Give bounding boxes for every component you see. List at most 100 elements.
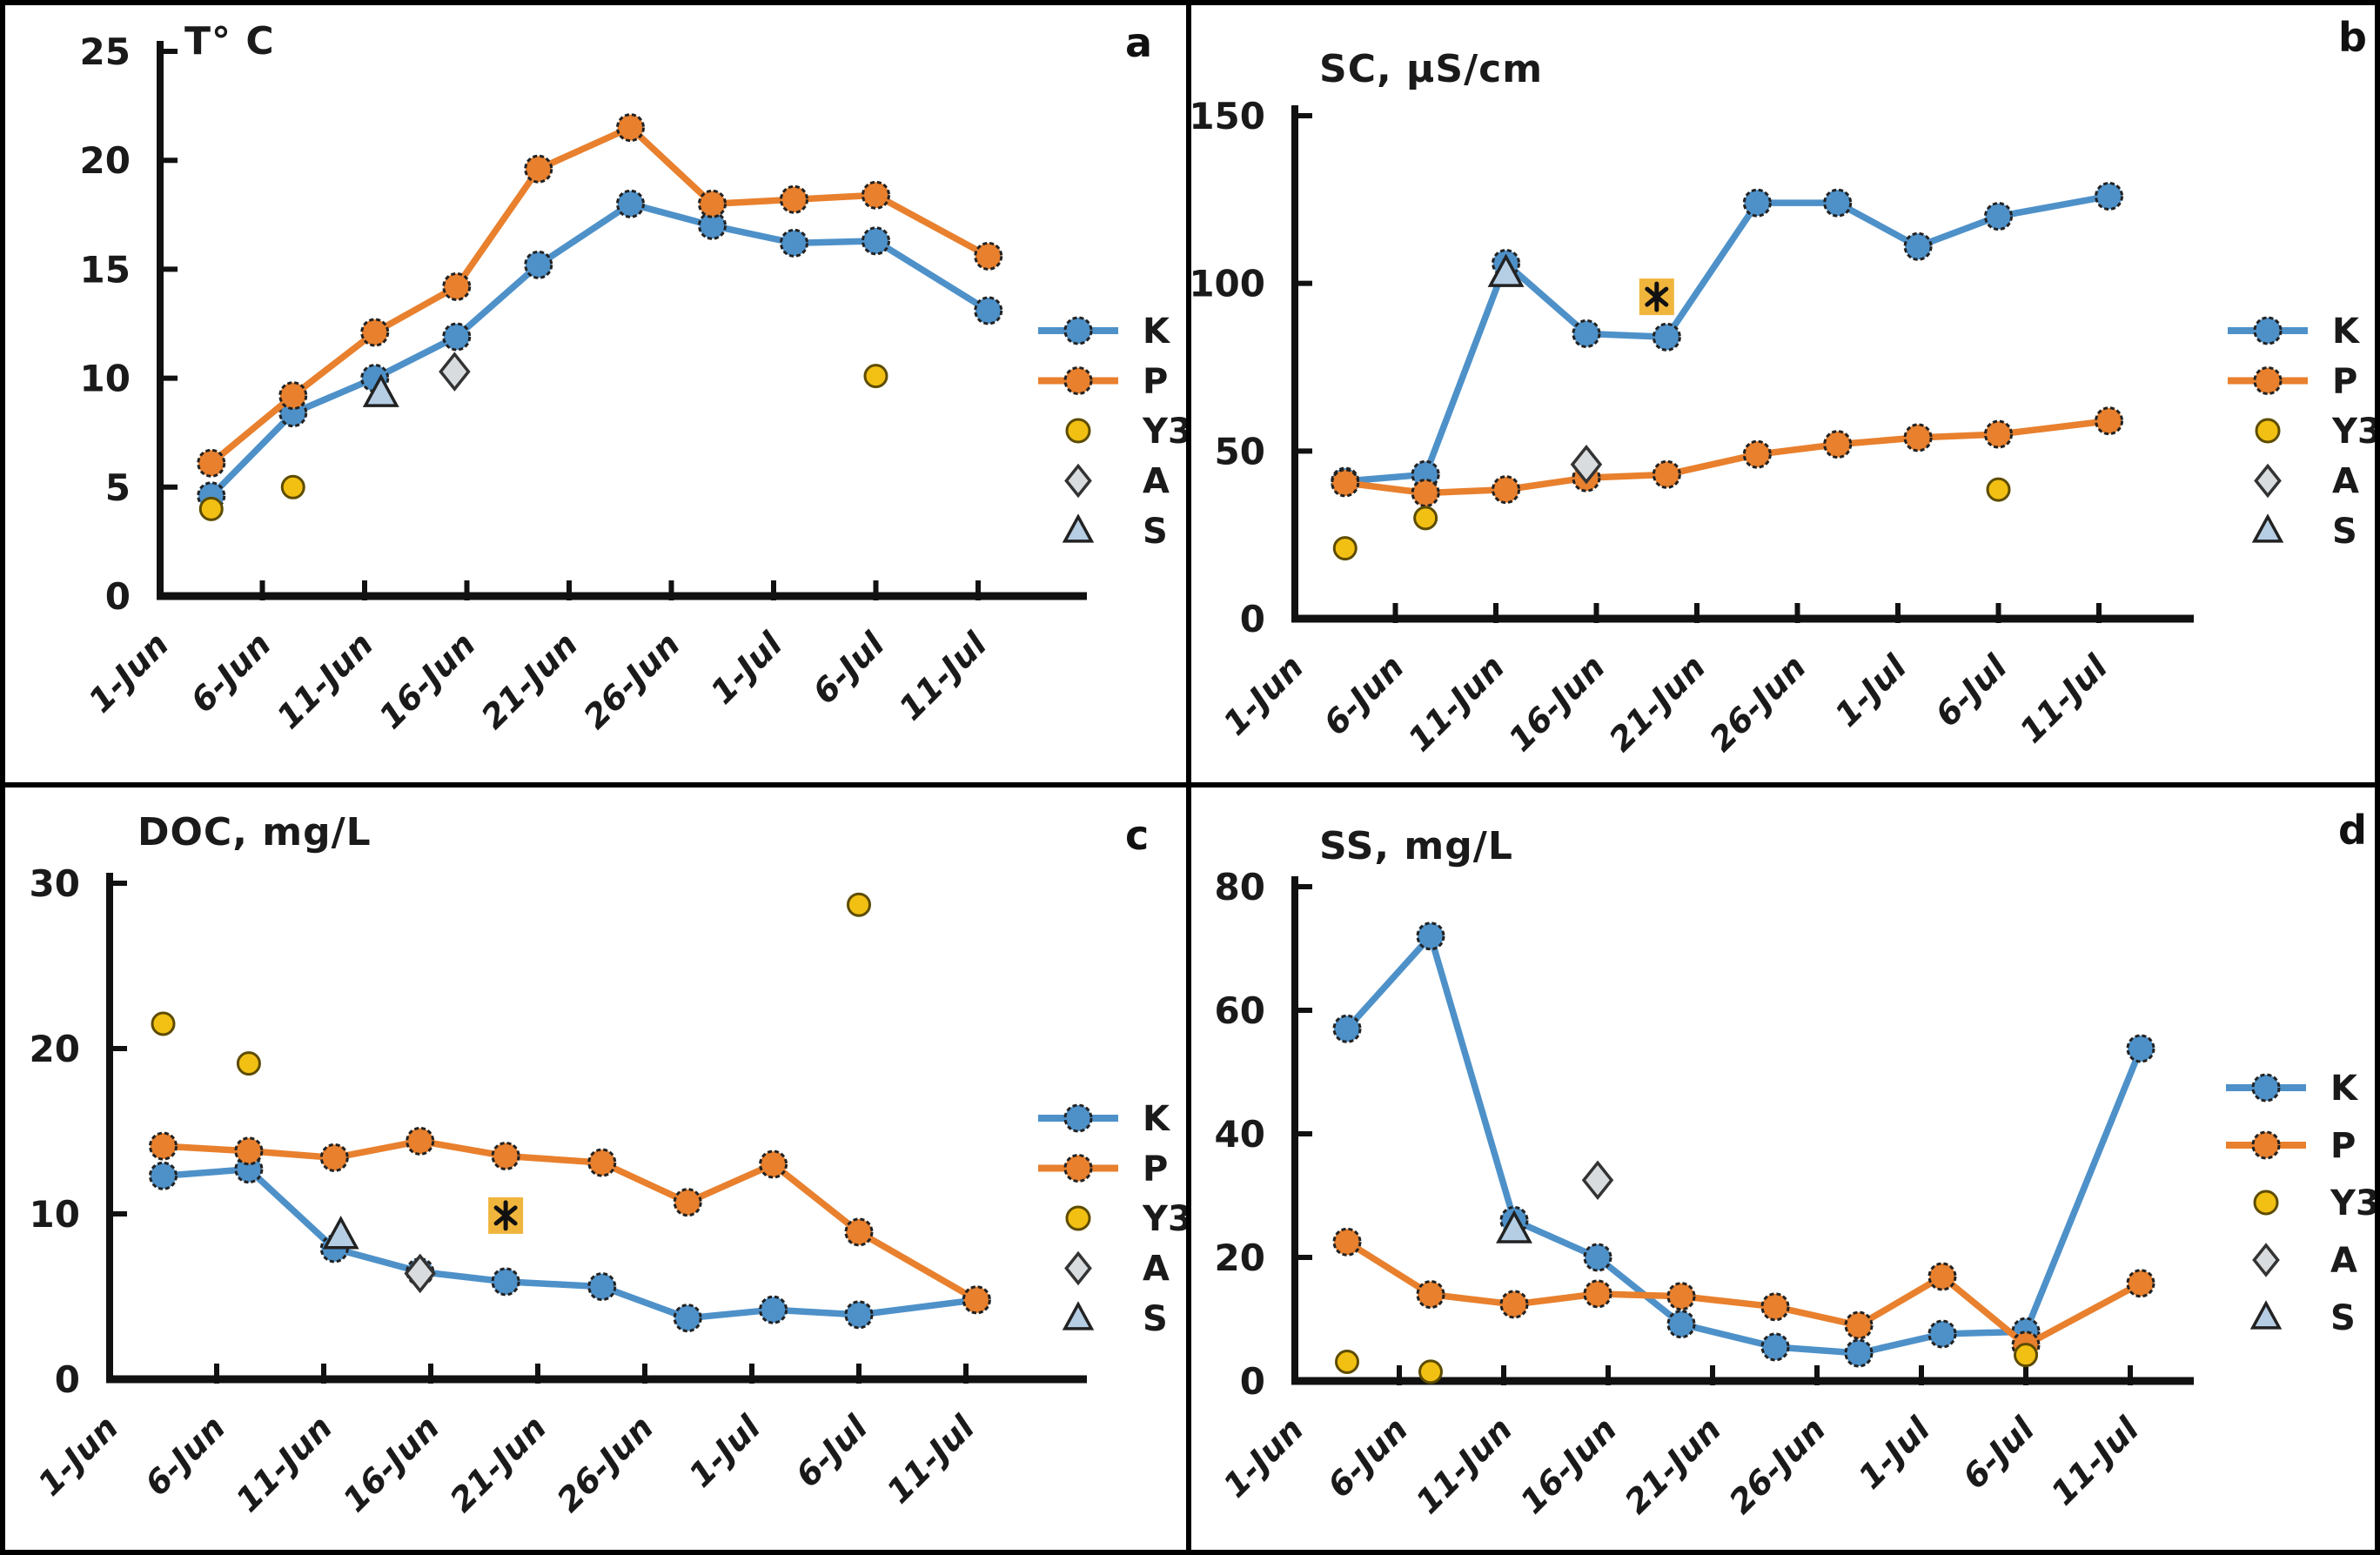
k-marker: [698, 211, 727, 240]
legend-entry-s: S: [2249, 1298, 2356, 1338]
x-axis-tick-label: 21-Jun: [473, 625, 585, 736]
x-axis-tick-label: 26-Jun: [549, 1408, 660, 1519]
y3-marker: [2014, 1343, 2038, 1368]
s-triangle-marker: [1487, 253, 1525, 287]
k-marker: [1742, 188, 1772, 218]
p-marker: [1927, 1262, 1957, 1291]
y3-marker: [236, 1051, 261, 1076]
k-marker: [1416, 922, 1445, 951]
asterisk-stroke: [493, 1205, 518, 1226]
legend-entry-k: K: [1038, 1099, 1171, 1139]
x-axis-tick-label: 6-Jun: [1317, 647, 1411, 742]
p-marker: [780, 184, 808, 214]
k-marker: [759, 1295, 788, 1324]
panel-b: 0 50 100 150 1-Jun 6-Jun 11-Jun 16-Jun 21-Jun 26-…: [1191, 5, 2375, 788]
panel-c-letter: c: [1125, 812, 1150, 859]
legend-label: A: [2330, 1241, 2357, 1281]
k-series-line: [1344, 192, 2110, 485]
legend-marker: [2253, 316, 2283, 345]
panel-c-content: 0 10 20 30 1-Jun 6-Jun11-Jun16-Jun21-Jun26-Ju…: [30, 862, 1186, 1519]
x-axis-tick-label: 11-Jul: [2012, 647, 2115, 751]
x-axis-tick-label: 1-Jul: [703, 625, 790, 712]
a-diamond-marker: [1581, 1160, 1614, 1201]
k-marker: [673, 1304, 702, 1333]
y3-marker: [198, 496, 224, 521]
k-marker: [1572, 318, 1601, 348]
p-marker: [2095, 406, 2124, 436]
legend-label: Y3: [1142, 412, 1186, 452]
s-triangle-marker: [362, 373, 399, 407]
p-marker: [197, 448, 226, 478]
panel-d-content: 0 20 40 60 80 1-Jun 6-Jun11-Jun16-Jun21-Jun26-…: [1215, 866, 2375, 1521]
panel-b-legend: KP Y3 AS: [2228, 312, 2375, 552]
x-axis-tick-label: 11-Jun: [228, 1408, 339, 1519]
legend-a-diamond: [1064, 463, 1092, 499]
k-marker: [1903, 231, 1933, 261]
p-marker: [616, 113, 645, 143]
legend-entry-s: S: [2251, 512, 2357, 552]
legend-label: A: [1143, 462, 1170, 502]
panel-d-title: SS, mg/L: [1319, 824, 1513, 868]
legend-entry-a: A: [1064, 462, 1170, 502]
k-marker: [1823, 188, 1853, 218]
panel-c-legend: KP Y3 AS: [1038, 1099, 1186, 1339]
k-marker: [1844, 1338, 1874, 1368]
y-axis-tick-label: 15: [80, 248, 131, 291]
legend-label: S: [2330, 1298, 2356, 1338]
legend-entry-k: K: [2228, 312, 2361, 352]
y3-marker: [1332, 536, 1358, 561]
legend-label: K: [1143, 312, 1171, 352]
x-axis-tick-label: 1-Jun: [30, 1408, 125, 1503]
legend-marker: [1063, 316, 1093, 345]
legend-marker: [1063, 1103, 1093, 1133]
x-axis-tick-label: 1-Jul: [681, 1408, 768, 1495]
k-marker: [442, 322, 472, 352]
legend-entry-s: S: [1062, 1299, 1168, 1339]
legend-entry-y3: Y3: [1065, 412, 1186, 452]
x-axis-tick-label: 6-Jun: [1320, 1410, 1415, 1505]
asterisk-marker: [1639, 278, 1674, 316]
y-axis-tick-label: 20: [1215, 1237, 1265, 1279]
legend-entry-p: P: [1038, 362, 1168, 402]
p-marker: [1416, 1280, 1445, 1310]
x-axis-tick-label: 6-Jul: [1955, 1410, 2042, 1497]
panel-a: 0 5 10 15 20 25 1-Jun 6-Jun 11-Jun 16-Jun 21-Jun 26…: [5, 5, 1191, 788]
x-axis-tick-label: 26-Jun: [1702, 647, 1813, 759]
panel-d-legend: KP Y3 AS: [2226, 1069, 2375, 1338]
x-axis-tick-label: 16-Jun: [372, 625, 483, 736]
legend-entry-y3: Y3: [2253, 1183, 2375, 1223]
y-axis-tick-label: 50: [1215, 430, 1265, 473]
asterisk-stroke: [1645, 286, 1669, 307]
p-series-line: [1345, 1239, 2142, 1349]
legend-label: K: [1143, 1099, 1171, 1139]
legend-entry-y3: Y3: [2255, 412, 2375, 452]
x-axis-tick-label: 26-Jun: [576, 625, 687, 736]
panel-c: 0 10 20 30 1-Jun 6-Jun 11-Jun 16-Jun 21-Jun 26-Ju…: [5, 788, 1191, 1550]
panel-b-title: SC, µS/cm: [1319, 47, 1544, 91]
p-marker: [491, 1142, 520, 1170]
p-marker: [1499, 1290, 1529, 1319]
k-marker: [149, 1161, 178, 1190]
panel-d-letter: d: [2338, 807, 2367, 854]
p-marker: [1666, 1282, 1696, 1311]
legend-a-diamond: [2252, 1243, 2280, 1277]
legend-a-diamond: [2254, 463, 2282, 499]
legend-label: K: [2330, 1069, 2359, 1109]
x-axis-tick-label: 11-Jun: [1408, 1410, 1519, 1521]
x-axis-tick-label: 6-Jul: [788, 1408, 875, 1495]
a-diamond-marker: [439, 352, 471, 392]
x-axis-tick-label: 1-Jun: [81, 625, 176, 720]
k-marker: [1666, 1310, 1696, 1339]
y-axis-tick-label: 20: [80, 139, 131, 182]
k-marker: [2126, 1034, 2155, 1063]
legend-label: S: [1143, 512, 1168, 552]
legend-s-triangle: [1062, 1301, 1095, 1330]
x-axis-tick-label: 16-Jun: [1501, 647, 1612, 759]
legend-entry-p: P: [1038, 1149, 1168, 1190]
p-marker: [1652, 459, 1681, 489]
legend-label: P: [2330, 1126, 2356, 1166]
legend-y3-marker: [1065, 1205, 1091, 1231]
p-marker: [1583, 1279, 1612, 1309]
x-axis-tick-label: 11-Jul: [2043, 1410, 2147, 1513]
p-marker: [1492, 475, 1521, 505]
